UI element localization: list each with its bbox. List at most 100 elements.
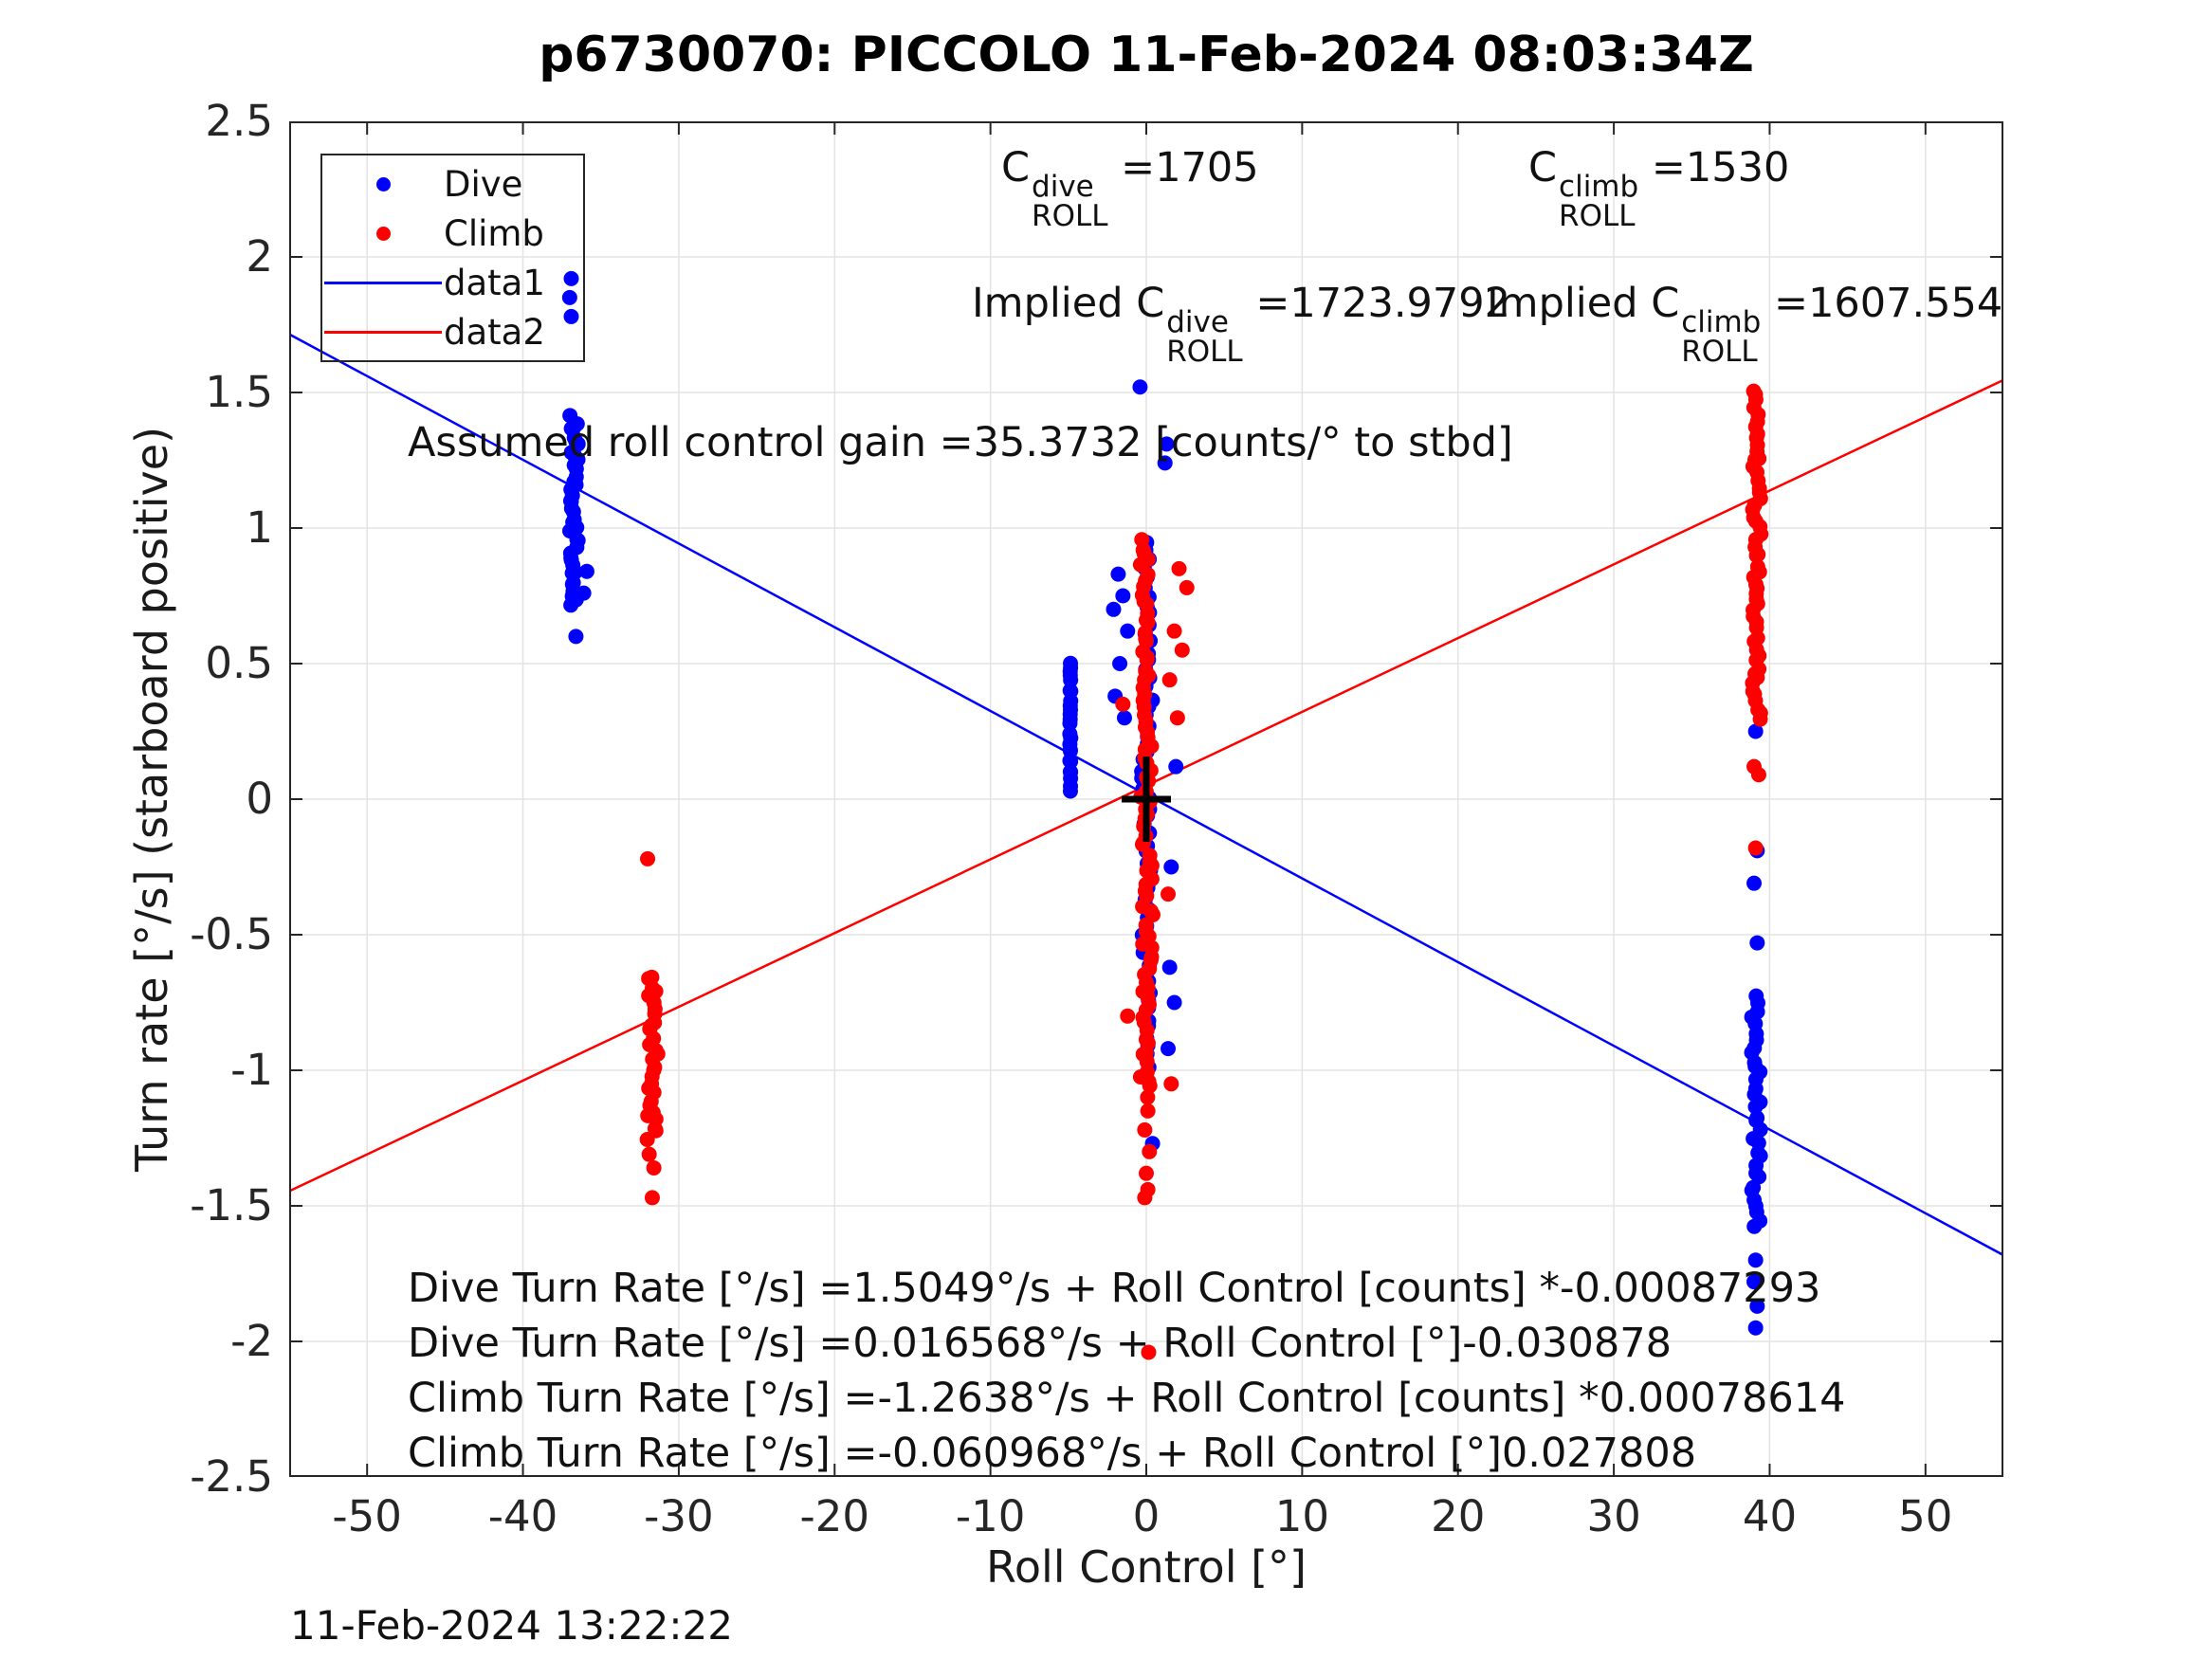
plot-area bbox=[289, 121, 2003, 1477]
x-tick-label: 0 bbox=[1132, 1491, 1161, 1541]
y-tick-label: 0 bbox=[246, 774, 273, 824]
scatter-plot-canvas bbox=[289, 121, 2003, 1477]
y-tick-label: 2 bbox=[246, 231, 273, 282]
legend-entry-dive: Dive bbox=[322, 160, 583, 208]
x-tick-label: -40 bbox=[487, 1491, 558, 1541]
data-point bbox=[1750, 767, 1766, 783]
data-point bbox=[1166, 994, 1182, 1011]
creation-timestamp: 11-Feb-2024 13:22:22 bbox=[290, 1602, 733, 1649]
annotation-climb-eq-degrees: Climb Turn Rate [°/s] =-0.060968°/s + Ro… bbox=[408, 1430, 1697, 1477]
data-point bbox=[1171, 560, 1187, 576]
subscript-superscript-stack: climb ROLL bbox=[1681, 305, 1762, 369]
data-point bbox=[1166, 623, 1182, 639]
data-point bbox=[1137, 1121, 1153, 1138]
data-point bbox=[1746, 1274, 1763, 1290]
data-point bbox=[1062, 783, 1078, 799]
data-point bbox=[561, 289, 577, 305]
data-point bbox=[639, 1132, 655, 1148]
y-tick-label: 1.5 bbox=[205, 367, 273, 417]
annotation-dive-eq-counts: Dive Turn Rate [°/s] =1.5049°/s + Roll C… bbox=[408, 1265, 1821, 1312]
legend-entry-data1: data1 bbox=[322, 259, 583, 306]
data-point bbox=[1749, 1298, 1765, 1314]
data-point bbox=[644, 1190, 660, 1206]
legend-label: Dive bbox=[444, 163, 523, 205]
data-point bbox=[1161, 672, 1178, 688]
y-tick-label: -2.5 bbox=[190, 1451, 273, 1502]
data-point bbox=[1112, 656, 1128, 671]
y-tick-label: 2.5 bbox=[205, 96, 273, 146]
legend-label: Climb bbox=[444, 212, 544, 254]
data-point bbox=[1106, 601, 1122, 617]
data-point bbox=[641, 1146, 657, 1162]
data-point bbox=[1747, 1320, 1764, 1336]
y-tick-label: 1 bbox=[246, 502, 273, 553]
x-tick-label: -30 bbox=[644, 1491, 714, 1541]
y-tick-label: -1 bbox=[230, 1045, 273, 1095]
x-tick-label: 30 bbox=[1586, 1491, 1641, 1541]
y-tick-label: -2 bbox=[230, 1316, 273, 1366]
data-point bbox=[576, 585, 592, 601]
legend-entry-data2: data2 bbox=[322, 308, 583, 356]
legend-entry-climb: Climb bbox=[322, 210, 583, 257]
annotation-roll-gain: Assumed roll control gain =35.3732 [coun… bbox=[408, 419, 1513, 466]
origin-plus-marker bbox=[1122, 757, 1171, 842]
legend-label: data2 bbox=[444, 311, 545, 353]
data-point bbox=[563, 270, 579, 286]
data-point bbox=[640, 850, 656, 866]
data-point bbox=[1142, 1143, 1158, 1159]
data-point bbox=[1174, 642, 1190, 658]
subscript-superscript-stack: dive ROLL bbox=[1032, 170, 1108, 233]
data-point bbox=[1120, 623, 1136, 639]
y-tick-label: -1.5 bbox=[190, 1180, 273, 1231]
data-point bbox=[1163, 859, 1179, 875]
data-point bbox=[1159, 436, 1175, 452]
data-point bbox=[1749, 935, 1765, 951]
legend-label: data1 bbox=[444, 262, 545, 303]
subscript-superscript-stack: climb ROLL bbox=[1559, 170, 1639, 233]
data-point bbox=[1748, 548, 1764, 564]
legend-line-marker bbox=[322, 281, 444, 284]
x-tick-label: -20 bbox=[799, 1491, 870, 1541]
data-point bbox=[1161, 886, 1177, 902]
legend-dot-marker bbox=[322, 176, 444, 191]
data-point bbox=[1140, 1103, 1156, 1119]
y-tick-label: 0.5 bbox=[205, 638, 273, 688]
data-point bbox=[1142, 1078, 1158, 1094]
data-point bbox=[1115, 588, 1131, 604]
data-point bbox=[1132, 379, 1148, 395]
data-point bbox=[568, 629, 584, 645]
legend-line-marker bbox=[322, 330, 444, 334]
data-point bbox=[578, 563, 594, 579]
data-point bbox=[1747, 1099, 1764, 1115]
data-point bbox=[1115, 696, 1131, 712]
data-point bbox=[1752, 711, 1768, 727]
data-point bbox=[1157, 455, 1173, 471]
data-point bbox=[1062, 715, 1078, 731]
data-point bbox=[1139, 651, 1155, 667]
data-point bbox=[1120, 1008, 1136, 1024]
data-point bbox=[1161, 959, 1178, 975]
x-tick-label: 50 bbox=[1898, 1491, 1953, 1541]
annotation-dive-eq-degrees: Dive Turn Rate [°/s] =0.016568°/s + Roll… bbox=[408, 1320, 1672, 1367]
data-point bbox=[1747, 1252, 1764, 1268]
data-point bbox=[1169, 710, 1185, 726]
data-point bbox=[1746, 875, 1763, 891]
y-tick-label: -0.5 bbox=[190, 909, 273, 959]
data-point bbox=[1179, 579, 1195, 595]
data-point bbox=[1168, 758, 1184, 775]
x-tick-label: 10 bbox=[1274, 1491, 1329, 1541]
data-point bbox=[646, 1159, 662, 1176]
data-point bbox=[1141, 1344, 1157, 1360]
subscript-superscript-stack: dive ROLL bbox=[1166, 305, 1243, 369]
legend: Dive Climb data1 data2 bbox=[320, 154, 585, 362]
x-tick-label: 20 bbox=[1431, 1491, 1486, 1541]
data-point bbox=[1137, 1190, 1153, 1206]
annotation-climb-eq-counts: Climb Turn Rate [°/s] =-1.2638°/s + Roll… bbox=[408, 1375, 1846, 1422]
data-point bbox=[1139, 1165, 1154, 1181]
x-axis-label: Roll Control [°] bbox=[985, 1541, 1307, 1593]
data-point bbox=[1140, 1089, 1156, 1105]
